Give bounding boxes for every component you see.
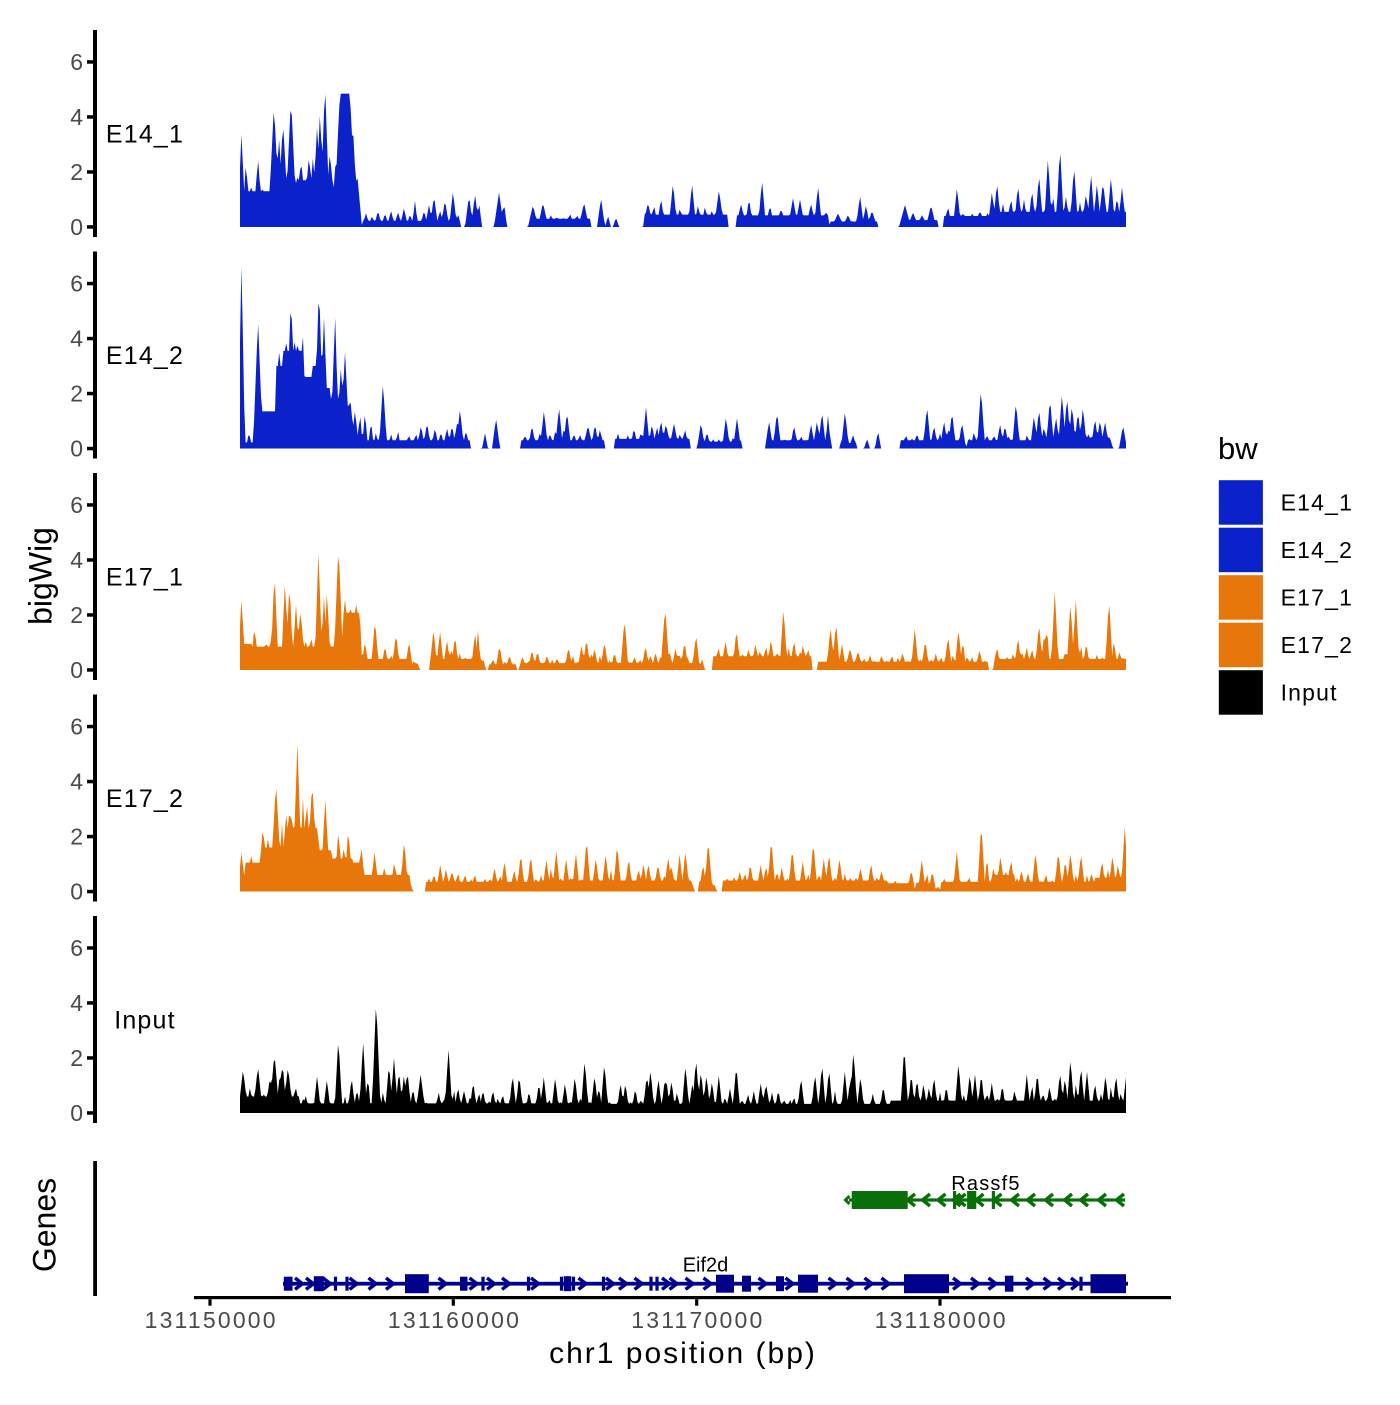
svg-text:Rassf5: Rassf5 <box>951 1173 1020 1195</box>
svg-text:E17_2: E17_2 <box>1281 632 1354 658</box>
svg-text:131180000: 131180000 <box>875 1307 1008 1333</box>
svg-text:0: 0 <box>70 1100 83 1126</box>
svg-text:131150000: 131150000 <box>145 1307 278 1333</box>
svg-text:2: 2 <box>70 381 83 407</box>
svg-text:Genes: Genes <box>27 1178 63 1272</box>
svg-text:E14_1: E14_1 <box>1281 490 1354 516</box>
svg-text:Input: Input <box>1281 680 1338 706</box>
svg-text:4: 4 <box>70 326 83 352</box>
svg-text:E17_2: E17_2 <box>106 785 184 813</box>
svg-text:0: 0 <box>70 879 83 905</box>
svg-text:0: 0 <box>70 214 83 240</box>
svg-text:2: 2 <box>70 602 83 628</box>
svg-text:6: 6 <box>70 492 83 518</box>
svg-text:bigWig: bigWig <box>23 527 59 625</box>
svg-text:6: 6 <box>70 271 83 297</box>
svg-text:2: 2 <box>70 824 83 850</box>
svg-text:6: 6 <box>70 714 83 740</box>
svg-text:E14_2: E14_2 <box>1281 537 1354 563</box>
svg-text:chr1 position (bp): chr1 position (bp) <box>549 1337 817 1370</box>
svg-text:131170000: 131170000 <box>631 1307 764 1333</box>
svg-text:E17_1: E17_1 <box>106 564 184 592</box>
svg-text:4: 4 <box>70 104 83 130</box>
svg-text:4: 4 <box>70 769 83 795</box>
svg-text:Eif2d: Eif2d <box>683 1255 729 1277</box>
svg-text:E17_1: E17_1 <box>1281 585 1354 611</box>
svg-text:2: 2 <box>70 159 83 185</box>
svg-text:E14_2: E14_2 <box>106 342 184 370</box>
svg-text:E14_1: E14_1 <box>106 121 184 149</box>
svg-text:6: 6 <box>70 935 83 961</box>
svg-text:6: 6 <box>70 49 83 75</box>
svg-text:4: 4 <box>70 990 83 1016</box>
svg-text:bw: bw <box>1218 431 1258 466</box>
svg-text:Input: Input <box>114 1007 176 1035</box>
svg-text:0: 0 <box>70 436 83 462</box>
svg-text:0: 0 <box>70 657 83 683</box>
svg-text:4: 4 <box>70 547 83 573</box>
svg-text:2: 2 <box>70 1045 83 1071</box>
svg-text:131160000: 131160000 <box>388 1307 521 1333</box>
